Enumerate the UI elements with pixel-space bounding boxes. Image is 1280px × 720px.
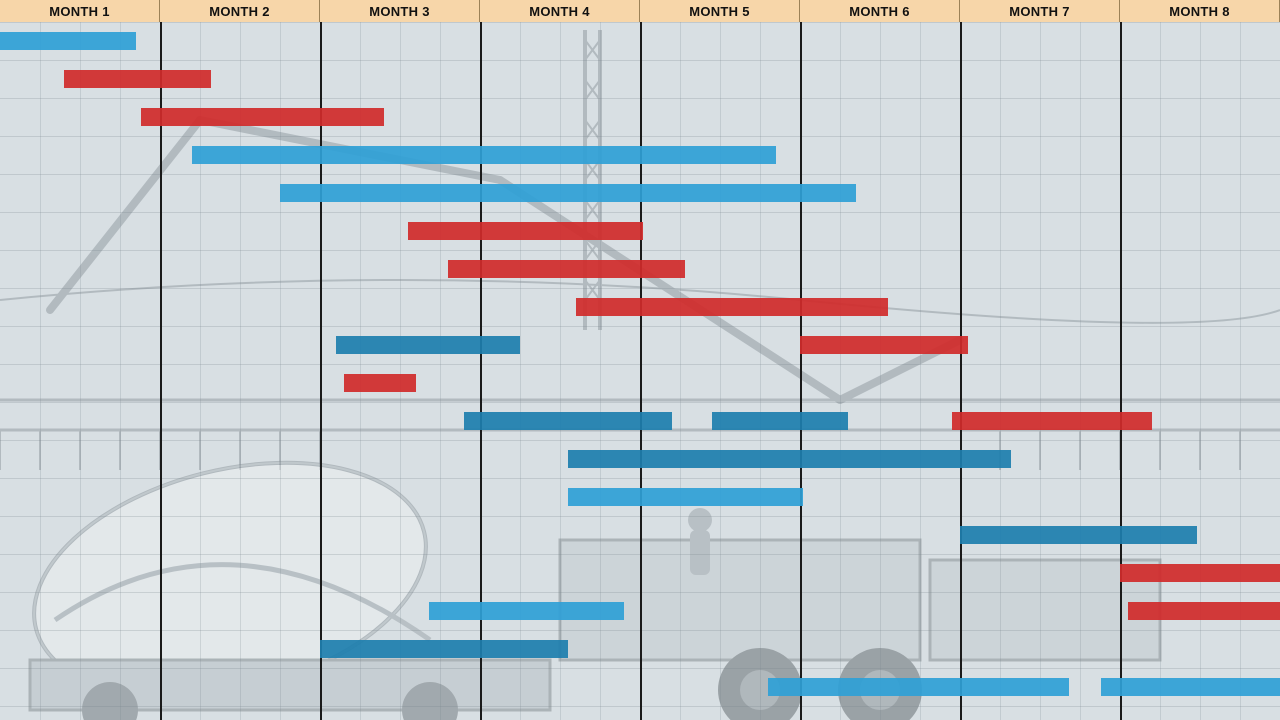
- gantt-bar: [568, 488, 803, 506]
- gantt-chart: MONTH 1MONTH 2MONTH 3MONTH 4MONTH 5MONTH…: [0, 0, 1280, 720]
- gantt-bar: [280, 184, 856, 202]
- month-header-cell: MONTH 7: [960, 0, 1120, 22]
- month-header-cell: MONTH 3: [320, 0, 480, 22]
- gantt-bar: [952, 412, 1152, 430]
- month-header-cell: MONTH 6: [800, 0, 960, 22]
- gantt-bar: [429, 602, 624, 620]
- gantt-bar: [448, 260, 685, 278]
- gantt-bar: [0, 32, 136, 50]
- gantt-bar: [768, 678, 1069, 696]
- gantt-bar: [320, 640, 568, 658]
- gantt-bar: [800, 336, 968, 354]
- gantt-bar: [960, 526, 1197, 544]
- month-header-cell: MONTH 5: [640, 0, 800, 22]
- gantt-bar: [344, 374, 416, 392]
- gantt-bar: [192, 146, 776, 164]
- month-header-cell: MONTH 4: [480, 0, 640, 22]
- gantt-bar: [1128, 602, 1280, 620]
- month-header-cell: MONTH 1: [0, 0, 160, 22]
- gantt-bar: [408, 222, 643, 240]
- gantt-bar: [64, 70, 211, 88]
- gantt-bar: [576, 298, 888, 316]
- gantt-bar: [141, 108, 384, 126]
- gantt-bar: [1101, 678, 1280, 696]
- gantt-bar: [464, 412, 672, 430]
- month-header: MONTH 1MONTH 2MONTH 3MONTH 4MONTH 5MONTH…: [0, 0, 1280, 22]
- gantt-bar: [336, 336, 520, 354]
- month-header-cell: MONTH 2: [160, 0, 320, 22]
- gantt-bar: [712, 412, 848, 430]
- bars-layer: [0, 0, 1280, 720]
- gantt-bar: [1120, 564, 1280, 582]
- month-header-cell: MONTH 8: [1120, 0, 1280, 22]
- gantt-bar: [568, 450, 1011, 468]
